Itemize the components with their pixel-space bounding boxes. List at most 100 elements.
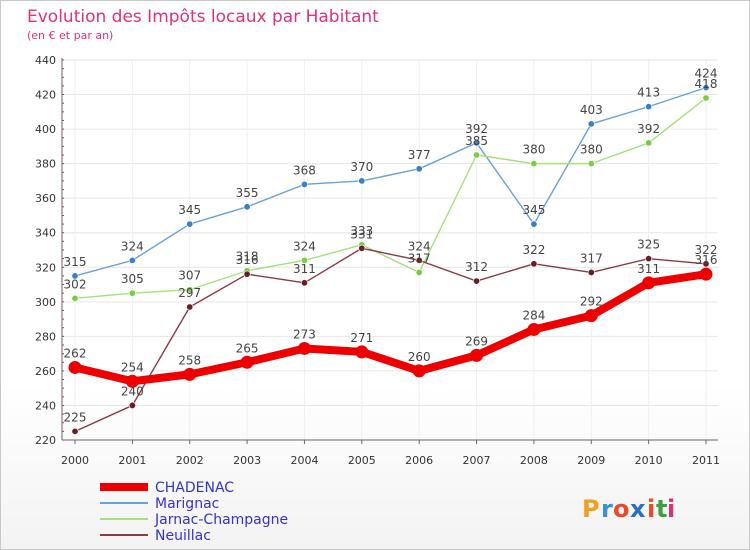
point-marignac — [530, 220, 538, 228]
point-marignac — [358, 177, 366, 185]
data-label-chadenac: 254 — [121, 360, 144, 374]
point-marignac — [473, 139, 481, 147]
data-label-marignac: 368 — [293, 163, 316, 177]
logo-letter: t — [656, 495, 667, 523]
point-neuillac — [358, 244, 366, 252]
data-label-jarnac-champagne: 418 — [695, 77, 718, 91]
point-neuillac — [530, 260, 538, 268]
x-tick-label: 2003 — [233, 454, 261, 467]
data-label-chadenac: 258 — [178, 353, 201, 367]
x-tick-label: 2000 — [61, 454, 89, 467]
data-label-marignac: 403 — [580, 103, 603, 117]
point-marignac — [645, 103, 653, 111]
data-label-chadenac: 311 — [637, 262, 660, 276]
point-jarnac-champagne — [71, 294, 79, 302]
chart-subtitle: (en € et par an) — [27, 29, 113, 42]
x-tick-label: 2008 — [520, 454, 548, 467]
data-label-marignac: 355 — [236, 186, 259, 200]
data-label-chadenac: 292 — [580, 295, 603, 309]
data-label-chadenac: 271 — [350, 331, 373, 345]
series-line-jarnac-champagne — [74, 97, 707, 300]
legend-label-jarnac-champagne: Jarnac-Champagne — [154, 512, 288, 528]
point-marignac — [300, 180, 308, 188]
point-neuillac — [473, 277, 481, 285]
point-chadenac — [642, 276, 656, 290]
data-label-marignac: 413 — [637, 86, 660, 100]
y-tick-label: 440 — [35, 54, 56, 67]
data-label-neuillac: 312 — [465, 260, 488, 274]
data-label-neuillac: 322 — [522, 243, 545, 257]
logo-proxiti: Proxiti — [582, 495, 675, 523]
chart-title: Evolution des Impôts locaux par Habitant — [27, 7, 379, 27]
data-label-marignac: 324 — [121, 239, 144, 253]
data-label-jarnac-champagne: 307 — [178, 269, 201, 283]
point-chadenac — [240, 355, 254, 369]
point-jarnac-champagne — [702, 94, 710, 102]
data-label-chadenac: 273 — [293, 327, 316, 341]
data-label-jarnac-champagne: 333 — [350, 224, 373, 238]
x-tick-label: 2010 — [635, 454, 663, 467]
point-chadenac — [470, 348, 484, 362]
data-label-chadenac: 265 — [236, 341, 259, 355]
series-line-chadenac — [74, 270, 707, 386]
y-tick-label: 240 — [35, 399, 56, 412]
x-tick-label: 2006 — [405, 454, 433, 467]
point-jarnac-champagne — [473, 151, 481, 159]
legend-label-chadenac: CHADENAC — [155, 480, 234, 496]
data-label-jarnac-champagne: 317 — [408, 251, 431, 265]
point-jarnac-champagne — [645, 139, 653, 147]
logo-letter: o — [613, 495, 630, 523]
point-jarnac-champagne — [415, 268, 423, 276]
data-label-neuillac: 324 — [408, 239, 431, 253]
data-label-neuillac: 225 — [64, 410, 87, 424]
point-neuillac — [128, 401, 136, 409]
point-chadenac — [355, 345, 369, 359]
data-label-neuillac: 316 — [236, 253, 259, 267]
data-label-neuillac: 311 — [293, 262, 316, 276]
x-tick-label: 2002 — [176, 454, 204, 467]
data-label-jarnac-champagne: 302 — [64, 277, 87, 291]
point-chadenac — [584, 309, 598, 323]
point-neuillac — [300, 279, 308, 287]
data-label-jarnac-champagne: 324 — [293, 239, 316, 253]
legend-label-neuillac: Neuillac — [155, 528, 211, 544]
point-marignac — [587, 120, 595, 128]
logo-letter: P — [582, 495, 600, 523]
logo-letter: x — [630, 495, 646, 523]
point-chadenac — [527, 322, 541, 336]
data-label-chadenac: 262 — [64, 346, 87, 360]
point-neuillac — [243, 270, 251, 278]
y-tick-label: 220 — [35, 434, 56, 447]
data-label-jarnac-champagne: 385 — [465, 134, 488, 148]
point-neuillac — [587, 268, 595, 276]
point-neuillac — [645, 255, 653, 263]
point-jarnac-champagne — [300, 256, 308, 264]
data-label-chadenac: 260 — [408, 350, 431, 364]
y-tick-label: 280 — [35, 330, 56, 343]
data-label-marignac: 345 — [522, 203, 545, 217]
data-label-jarnac-champagne: 318 — [236, 250, 259, 264]
logo-letter: i — [667, 495, 675, 523]
data-label-marignac: 345 — [178, 203, 201, 217]
data-label-marignac: 315 — [64, 255, 87, 269]
y-tick-label: 400 — [35, 123, 56, 136]
legend-label-marignac: Marignac — [155, 496, 219, 512]
data-label-marignac: 377 — [408, 148, 431, 162]
point-marignac — [186, 220, 194, 228]
point-jarnac-champagne — [530, 160, 538, 168]
data-label-neuillac: 325 — [637, 238, 660, 252]
data-label-chadenac: 284 — [522, 308, 545, 322]
point-marignac — [71, 272, 79, 280]
x-tick-label: 2005 — [348, 454, 376, 467]
point-neuillac — [71, 427, 79, 435]
x-tick-label: 2001 — [118, 454, 146, 467]
data-label-neuillac: 240 — [121, 384, 144, 398]
y-tick-label: 320 — [35, 261, 56, 274]
y-tick-label: 420 — [35, 89, 56, 102]
point-chadenac — [699, 267, 713, 281]
data-label-jarnac-champagne: 305 — [121, 272, 144, 286]
data-label-neuillac: 322 — [695, 243, 718, 257]
point-neuillac — [186, 303, 194, 311]
